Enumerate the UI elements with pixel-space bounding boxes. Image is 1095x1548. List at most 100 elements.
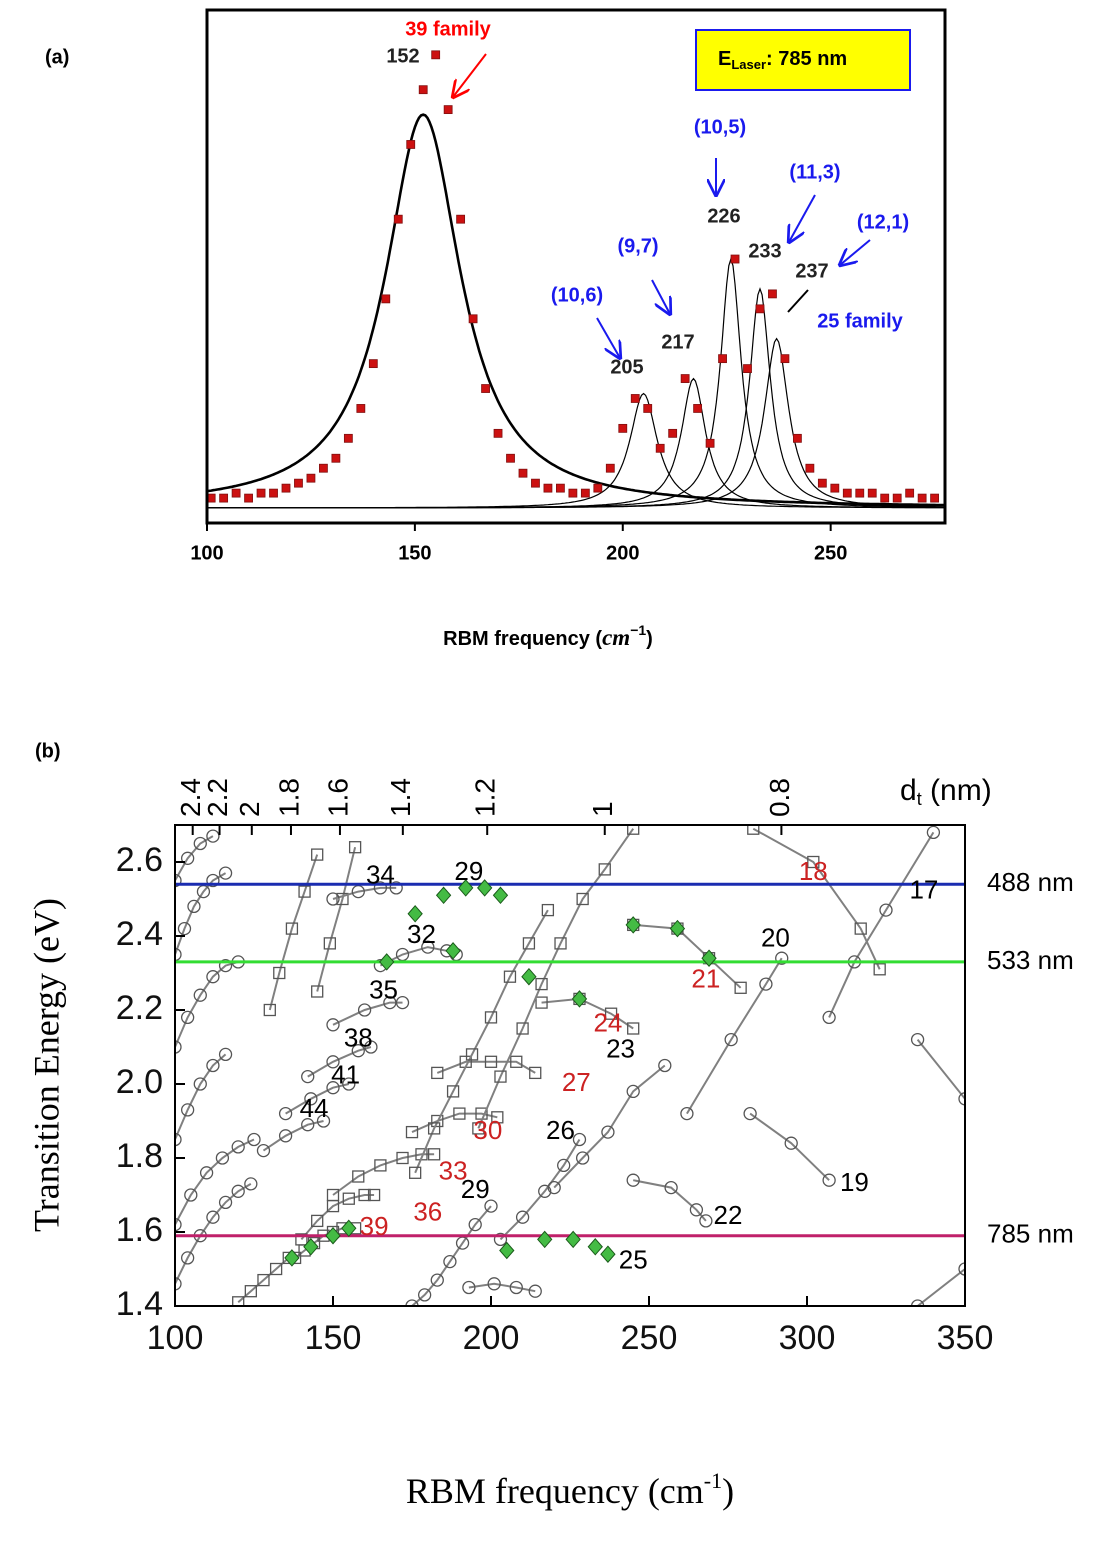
data-point xyxy=(393,214,403,224)
branch-line xyxy=(916,1268,965,1306)
x2-title-rest: (nm) xyxy=(922,774,992,807)
circle-point xyxy=(199,1166,214,1180)
peak-label: 226 xyxy=(707,205,740,227)
legend-main: E xyxy=(718,48,731,70)
data-point xyxy=(368,359,378,369)
circle-point xyxy=(509,1280,523,1295)
data-point xyxy=(680,374,690,383)
circle-point xyxy=(601,1125,615,1139)
data-point xyxy=(231,488,241,498)
x-tick-label: 150 xyxy=(398,542,431,564)
data-point xyxy=(343,433,353,443)
circle-point xyxy=(575,1151,590,1165)
circle-point xyxy=(206,829,220,843)
family-label: 21 xyxy=(691,963,720,993)
square-point xyxy=(529,1066,542,1080)
arrow xyxy=(453,53,487,97)
branch-line xyxy=(332,1001,403,1026)
family-label: 30 xyxy=(473,1115,502,1145)
square-point xyxy=(734,981,747,994)
branch-line xyxy=(499,1138,581,1241)
circle-point xyxy=(218,1047,233,1062)
family-label: 35 xyxy=(369,974,398,1004)
arrow xyxy=(789,194,816,242)
square-point xyxy=(311,848,324,861)
family-label: 25 xyxy=(619,1244,648,1274)
square-point xyxy=(269,1262,283,1276)
circle-point xyxy=(547,1180,561,1195)
square-point xyxy=(311,1214,324,1228)
resonant-point xyxy=(669,919,686,938)
x2-tick-label: 1.4 xyxy=(385,778,416,817)
x2-title-sub: t xyxy=(917,789,922,809)
annotation: (10,5) xyxy=(694,116,746,138)
square-point xyxy=(431,1066,444,1080)
circle-point xyxy=(175,947,182,962)
circle-point xyxy=(180,1251,195,1265)
legend-text: ELaser: 785 nm xyxy=(718,48,847,72)
branch-line xyxy=(686,957,783,1115)
circle-point xyxy=(316,1114,331,1128)
data-point xyxy=(256,488,266,498)
resonant-point xyxy=(587,1238,603,1256)
data-point xyxy=(730,254,740,264)
circle-point xyxy=(301,1069,315,1084)
circle-point xyxy=(910,1299,925,1306)
resonant-point xyxy=(445,942,461,960)
branch-line xyxy=(916,1038,965,1100)
data-point xyxy=(880,493,890,503)
family-label: 24 xyxy=(593,1008,622,1038)
circle-point xyxy=(724,1032,738,1047)
branch-line xyxy=(553,1064,666,1189)
resonant-point xyxy=(341,1219,357,1238)
plot-area xyxy=(175,825,965,1306)
resonant-point xyxy=(407,905,423,923)
data-point xyxy=(917,493,927,503)
data-point xyxy=(281,483,291,493)
circle-point xyxy=(421,940,435,954)
circle-point xyxy=(775,951,789,965)
peak-label: 205 xyxy=(610,356,643,378)
square-point xyxy=(627,825,640,835)
family-label: 39 xyxy=(360,1211,389,1241)
data-point xyxy=(493,428,503,438)
circle-point xyxy=(557,1158,571,1173)
data-point xyxy=(755,304,765,314)
square-point xyxy=(427,1148,441,1161)
square-point xyxy=(396,1151,409,1165)
square-point xyxy=(854,922,867,935)
circle-point xyxy=(538,1184,552,1198)
panel-label: (b) xyxy=(35,740,61,762)
circle-point xyxy=(743,1106,757,1121)
circle-point xyxy=(926,825,941,840)
data-point xyxy=(319,463,328,473)
y-tick-label: 2.6 xyxy=(116,841,163,879)
square-point xyxy=(285,922,299,935)
circle-point xyxy=(184,1188,198,1202)
circle-point xyxy=(958,1092,965,1106)
circle-point xyxy=(572,1132,587,1147)
data-point xyxy=(805,463,815,473)
x2-axis-title: dt (nm) xyxy=(900,774,992,809)
circle-point xyxy=(231,1184,245,1198)
family-label: 44 xyxy=(300,1093,329,1123)
square-point xyxy=(273,966,286,980)
data-point xyxy=(605,463,615,473)
y-axis-title: Transition Energy (eV) xyxy=(26,898,66,1232)
circle-point xyxy=(175,873,182,888)
resonant-point xyxy=(537,1230,553,1249)
family-label: 26 xyxy=(546,1115,575,1145)
square-point xyxy=(298,885,311,898)
square-point xyxy=(336,892,349,906)
square-point xyxy=(522,937,536,950)
circle-point xyxy=(373,881,388,895)
peak-label: 233 xyxy=(748,240,781,262)
resonant-point xyxy=(521,967,537,986)
data-point xyxy=(294,478,303,488)
square-point xyxy=(484,1011,498,1024)
data-point xyxy=(356,404,366,413)
branch-line xyxy=(316,846,357,992)
square-point xyxy=(747,825,760,835)
family-label: 22 xyxy=(714,1200,743,1230)
